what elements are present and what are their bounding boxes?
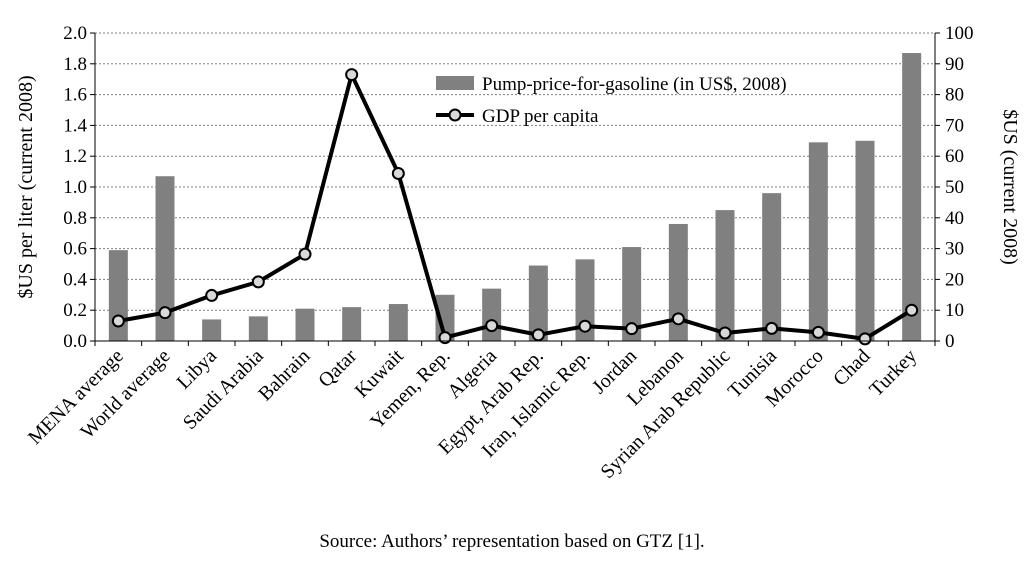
left-tick-label: 0.4 [63,269,87,290]
right-axis-title: $US (current 2008) [999,109,1021,265]
line-series [111,68,919,346]
gdp-point [111,314,125,328]
gdp-point [345,68,359,82]
left-tick-label: 0.6 [63,239,87,260]
left-tick-label: 1.4 [63,115,87,136]
gdp-point [485,319,499,333]
bar [902,53,922,342]
legend-line-marker [448,108,462,122]
bar [435,294,455,341]
left-tick-label: 1.2 [63,146,87,167]
bar [855,140,875,341]
left-tick-label: 1.0 [63,177,87,198]
left-tick-label: 0.8 [63,208,87,229]
bar [155,176,175,341]
gdp-point [158,306,172,320]
left-tick-label: 0.0 [63,331,87,352]
gdp-point [858,332,872,346]
gdp-point [905,303,919,317]
gdp-point [718,326,732,340]
bar [248,316,268,341]
gdp-point [391,166,405,180]
category-label: Bahrain [254,345,314,405]
right-tick-label: 80 [945,85,964,106]
left-axis-title: $US per liter (current 2008) [15,75,37,298]
legend-bar-label: Pump-price-for-gasoline (in US$, 2008) [482,74,787,95]
right-tick-label: 20 [945,269,964,290]
bar [622,247,642,341]
bar [202,319,222,341]
bar [575,259,595,341]
gridlines [95,32,935,311]
right-tick-label: 50 [945,177,964,198]
left-tick-label: 0.2 [63,300,87,321]
legend-line-label: GDP per capita [482,106,599,127]
right-tick-label: 30 [945,239,964,260]
bar [762,193,782,341]
gdp-point [531,328,545,342]
bar [668,223,688,341]
right-axis-ticks: 0 10 20 30 40 50 60 70 80 90 100 [935,23,974,352]
gdp-point [438,331,452,345]
gdp-point [298,247,312,261]
right-tick-label: 60 [945,146,964,167]
legend: Pump-price-for-gasoline (in US$, 2008) G… [436,74,787,127]
legend-bar-swatch [436,76,474,90]
right-tick-label: 100 [945,23,974,44]
bar [808,142,828,341]
gdp-point [765,321,779,335]
left-tick-label: 1.6 [63,85,87,106]
bar [388,304,408,341]
right-tick-label: 90 [945,54,964,75]
left-tick-label: 1.8 [63,54,87,75]
bar [482,288,502,341]
gdp-point [671,312,685,326]
bar [528,265,548,341]
gdp-line [117,72,913,341]
right-tick-label: 40 [945,208,964,229]
right-tick-label: 10 [945,300,964,321]
source-caption: Source: Authors’ representation based on… [319,531,705,552]
bar [715,210,735,341]
gdp-point [578,319,592,333]
gdp-point [811,325,825,339]
right-tick-label: 0 [945,331,955,352]
gdp-point [205,288,219,302]
category-label: Turkey [865,345,921,401]
left-tick-label: 2.0 [63,23,87,44]
left-axis-ticks: 0.0 0.2 0.4 0.6 0.8 1.0 1.2 1.4 1.6 1.8 2.0 [63,23,95,352]
bar [342,307,362,341]
right-tick-label: 70 [945,115,964,136]
bar-series [108,53,922,342]
gdp-point [251,275,265,289]
bar [295,308,315,341]
gdp-point [625,322,639,336]
